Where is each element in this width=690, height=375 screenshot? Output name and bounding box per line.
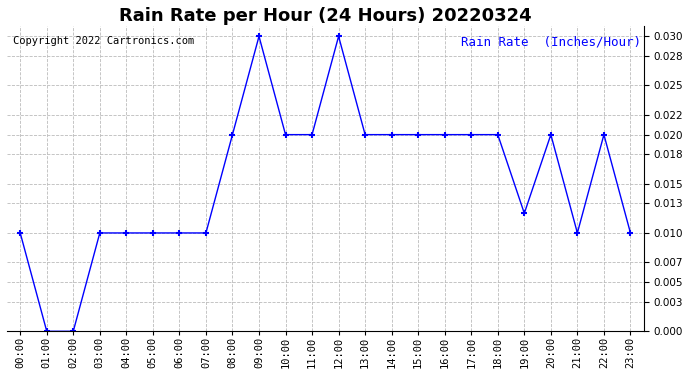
Text: Rain Rate  (Inches/Hour): Rain Rate (Inches/Hour) [460, 36, 640, 49]
Text: Copyright 2022 Cartronics.com: Copyright 2022 Cartronics.com [13, 36, 195, 46]
Title: Rain Rate per Hour (24 Hours) 20220324: Rain Rate per Hour (24 Hours) 20220324 [119, 7, 531, 25]
